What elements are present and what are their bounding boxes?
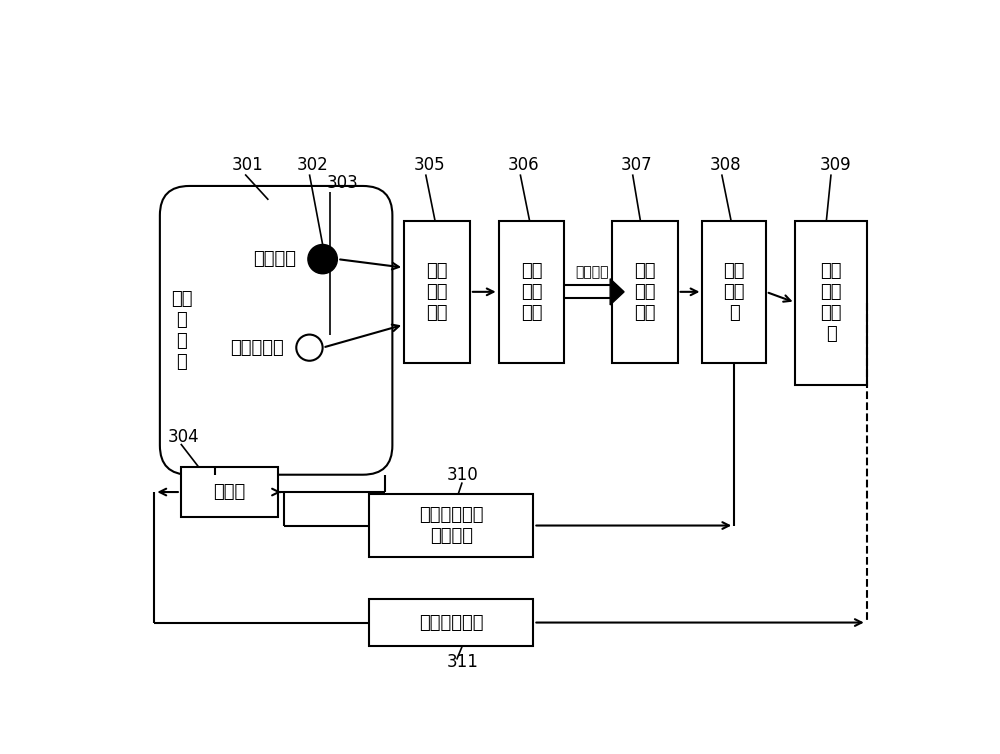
- FancyBboxPatch shape: [795, 221, 867, 385]
- Text: 数据
接收
模块: 数据 接收 模块: [634, 262, 655, 322]
- Text: 压力传感器: 压力传感器: [230, 339, 284, 357]
- Text: 氧传感器: 氧传感器: [253, 250, 296, 268]
- FancyBboxPatch shape: [181, 467, 278, 517]
- FancyBboxPatch shape: [369, 494, 533, 557]
- Text: 数据
采集
模块: 数据 采集 模块: [426, 262, 448, 322]
- FancyBboxPatch shape: [702, 221, 766, 363]
- FancyBboxPatch shape: [160, 186, 392, 475]
- Text: 302: 302: [297, 156, 329, 174]
- FancyBboxPatch shape: [369, 599, 533, 646]
- FancyBboxPatch shape: [499, 221, 564, 363]
- Text: 308: 308: [710, 156, 742, 174]
- Text: 减压
指令
提示
器: 减压 指令 提示 器: [820, 262, 842, 343]
- Circle shape: [296, 335, 323, 360]
- Text: 中央
处理
器: 中央 处理 器: [723, 262, 745, 322]
- Text: 减压阀: 减压阀: [213, 483, 245, 501]
- Text: 304: 304: [168, 428, 199, 446]
- Text: 减压操作人员: 减压操作人员: [419, 614, 484, 632]
- Polygon shape: [610, 279, 624, 305]
- Text: 305: 305: [413, 156, 445, 174]
- Text: 307: 307: [621, 156, 653, 174]
- Circle shape: [308, 244, 337, 274]
- FancyBboxPatch shape: [612, 221, 678, 363]
- Text: 310: 310: [447, 466, 478, 484]
- FancyBboxPatch shape: [404, 221, 470, 363]
- Text: 311: 311: [447, 653, 479, 671]
- Text: 环境控制系统
主控电脑: 环境控制系统 主控电脑: [419, 506, 484, 545]
- Text: 传输信号: 传输信号: [575, 265, 609, 279]
- Text: 309: 309: [819, 156, 851, 174]
- Text: 数据
传输
模块: 数据 传输 模块: [521, 262, 542, 322]
- Text: 潜水
加
压
舶: 潜水 加 压 舶: [171, 290, 192, 370]
- Text: 303: 303: [326, 174, 358, 192]
- Text: 306: 306: [508, 156, 539, 174]
- Text: 301: 301: [232, 156, 264, 174]
